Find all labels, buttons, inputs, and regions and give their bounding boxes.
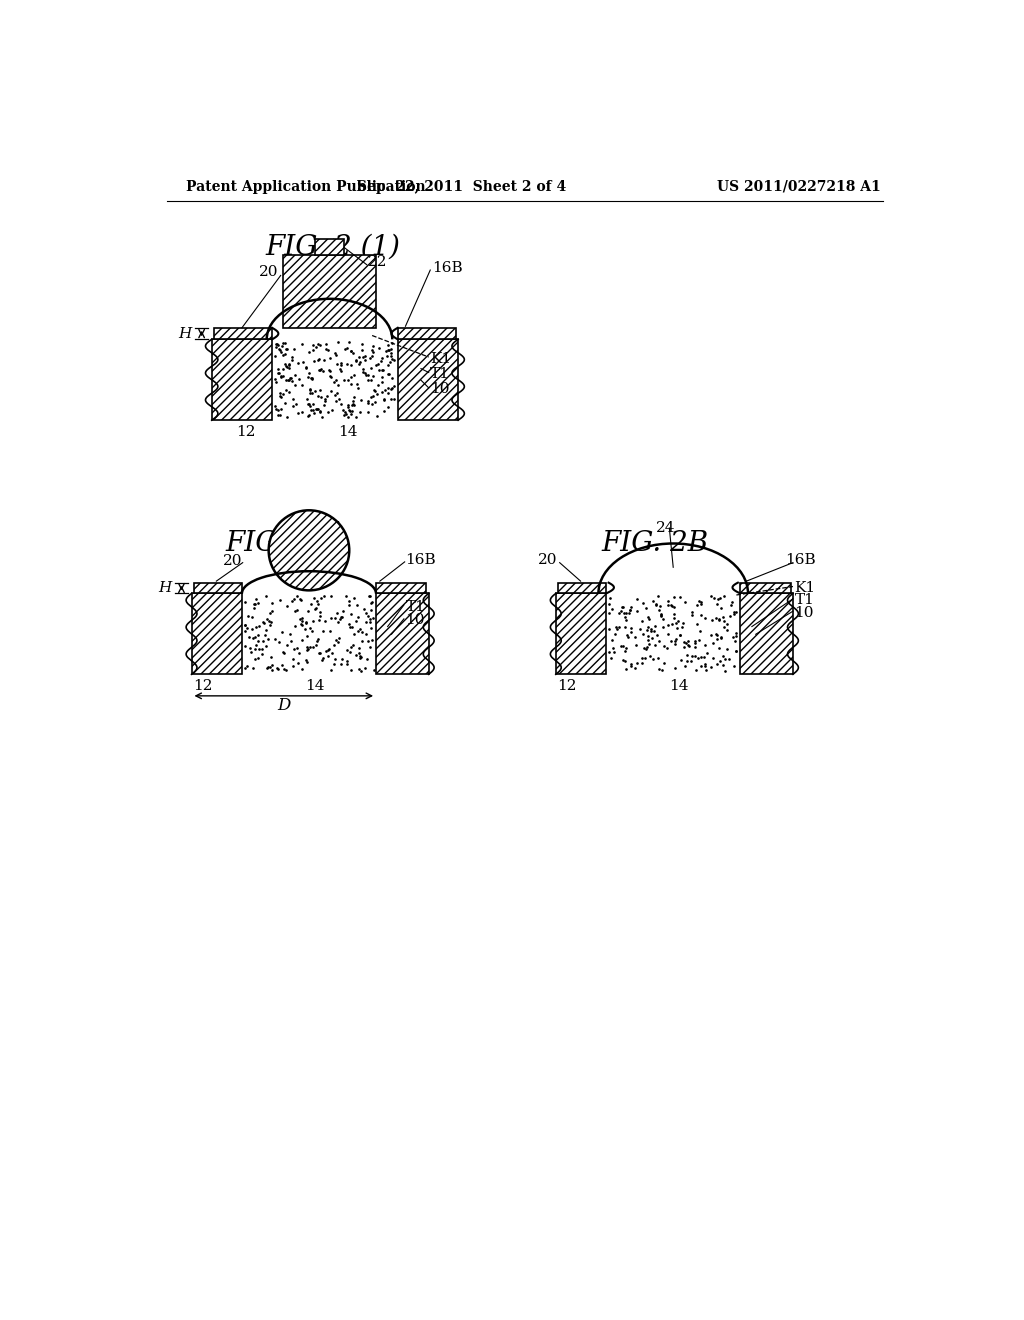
Text: 24: 24 [655, 521, 675, 535]
Bar [314, 239, 344, 255]
Text: K1: K1 [430, 351, 452, 366]
Bar [740, 582, 791, 594]
Text: US 2011/0227218 A1: US 2011/0227218 A1 [717, 180, 881, 194]
Text: T1: T1 [430, 367, 451, 381]
Text: 12: 12 [557, 678, 577, 693]
Text: 14: 14 [670, 678, 689, 693]
Bar [740, 594, 793, 675]
Bar [212, 339, 272, 420]
Text: 10: 10 [406, 614, 425, 627]
Text: 10: 10 [795, 606, 814, 619]
Text: 12: 12 [237, 425, 256, 438]
Text: FIG. 2A: FIG. 2A [225, 529, 333, 557]
Text: 20: 20 [259, 265, 279, 280]
Bar [376, 594, 429, 675]
Text: T1: T1 [795, 594, 814, 607]
Text: Sep. 22, 2011  Sheet 2 of 4: Sep. 22, 2011 Sheet 2 of 4 [356, 180, 566, 194]
Bar [191, 594, 242, 675]
Text: 16B: 16B [785, 553, 816, 568]
Bar [397, 327, 456, 339]
Text: H: H [158, 581, 171, 595]
Text: 24': 24' [317, 521, 341, 535]
Text: 12: 12 [194, 678, 213, 693]
Text: Patent Application Publication: Patent Application Publication [186, 180, 426, 194]
Text: 16B: 16B [432, 261, 463, 275]
Text: FIG. 2 (1): FIG. 2 (1) [266, 234, 400, 260]
Circle shape [268, 511, 349, 590]
Text: K1: K1 [795, 581, 816, 595]
Bar [556, 594, 606, 675]
Bar [397, 339, 458, 420]
Bar [283, 255, 376, 327]
Text: 20: 20 [539, 553, 558, 568]
Bar [214, 327, 272, 339]
Text: 14: 14 [338, 425, 357, 438]
Text: 10: 10 [430, 383, 450, 396]
Text: 20: 20 [223, 554, 243, 568]
Text: 16B: 16B [406, 553, 436, 568]
Text: FIG. 2B: FIG. 2B [601, 529, 709, 557]
Text: 14: 14 [305, 678, 325, 693]
Bar [558, 582, 606, 594]
Text: T1: T1 [406, 599, 425, 614]
Bar [194, 582, 242, 594]
Text: D: D [278, 697, 291, 714]
Bar [376, 582, 426, 594]
Text: H: H [178, 326, 191, 341]
Text: 22: 22 [369, 255, 388, 269]
